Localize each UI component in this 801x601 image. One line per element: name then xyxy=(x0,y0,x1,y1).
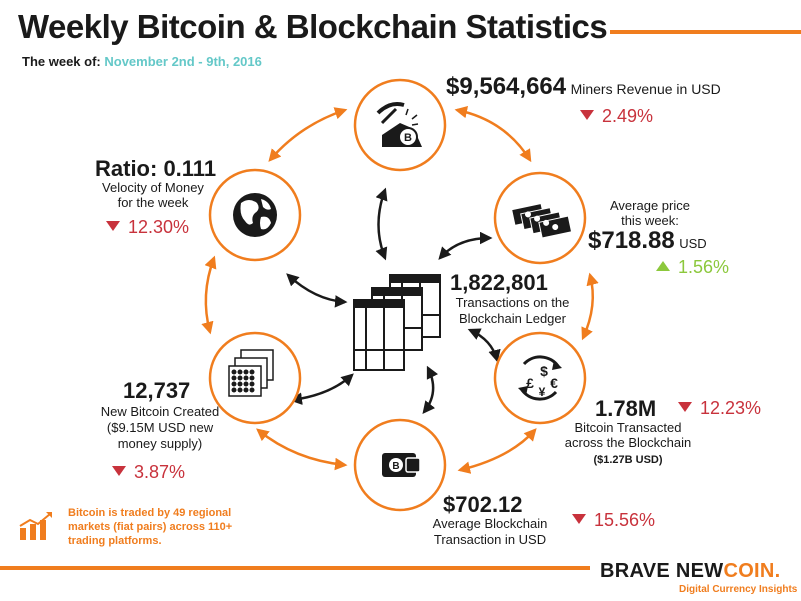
currency-exchange-icon: $ £ € ¥ xyxy=(518,355,562,401)
inner-arrow-velocity xyxy=(286,273,348,308)
trading-note: Bitcoin is traded by 49 regional markets… xyxy=(68,507,233,547)
title-rule xyxy=(610,30,801,34)
down-arrow-icon xyxy=(112,466,126,476)
week-dates: November 2nd - 9th, 2016 xyxy=(104,54,262,69)
ring-arrow-4 xyxy=(457,428,537,474)
brand-tagline: Digital Currency Insights xyxy=(679,584,798,595)
week-line: The week of: November 2nd - 9th, 2016 xyxy=(22,54,262,69)
velocity-label: Velocity of Money for the week xyxy=(102,180,204,210)
up-arrow-icon xyxy=(656,261,670,271)
newbtc-label: New Bitcoin Created ($9.15M USD new mone… xyxy=(100,404,220,451)
svg-text:¥: ¥ xyxy=(539,385,546,399)
transacted-change: 12.23% xyxy=(678,398,761,419)
transactions-label: Transactions on the Blockchain Ledger xyxy=(455,295,570,326)
miners-block: $9,564,664 Miners Revenue in USD xyxy=(446,73,721,101)
price-block: $718.88 USD xyxy=(588,227,707,255)
week-label: The week of: xyxy=(22,54,101,69)
svg-text:B: B xyxy=(392,461,399,472)
ring-arrow-1 xyxy=(268,107,348,162)
inner-arrow-transacted xyxy=(467,328,501,363)
down-arrow-icon xyxy=(106,221,120,231)
growth-chart-icon xyxy=(19,512,52,540)
velocity-change: 12.30% xyxy=(106,217,189,238)
newbtc-change: 3.87% xyxy=(112,462,185,483)
price-label: Average price this week: xyxy=(610,198,690,228)
down-arrow-icon xyxy=(572,514,586,524)
svg-text:$: $ xyxy=(540,363,548,379)
miners-change: 2.49% xyxy=(580,106,653,127)
brand-logo: BRAVE NEWCOIN. xyxy=(600,560,781,582)
inner-arrow-newbtc xyxy=(289,373,354,405)
ring-arrow-2 xyxy=(454,105,532,163)
svg-text:£: £ xyxy=(526,375,534,391)
pickaxe-icon: B xyxy=(376,102,422,147)
globe-icon xyxy=(233,193,277,237)
down-arrow-icon xyxy=(580,110,594,120)
inner-arrows xyxy=(286,187,501,414)
coin-stacks-icon xyxy=(228,349,274,397)
ledger-icon xyxy=(353,274,441,371)
ring-arrow-6 xyxy=(201,255,217,335)
avgtx-change: 15.56% xyxy=(572,510,655,531)
banknotes-icon xyxy=(511,202,573,239)
down-arrow-icon xyxy=(678,402,692,412)
avgtx-label: Average Blockchain Transaction in USD xyxy=(432,516,548,547)
ring-arrow-5 xyxy=(256,428,348,471)
price-change: 1.56% xyxy=(656,257,729,278)
newbtc-value: 12,737 xyxy=(123,378,191,403)
ring-arrow-3 xyxy=(581,272,599,341)
price-unit: USD xyxy=(679,236,707,251)
inner-arrow-avgtx xyxy=(422,365,439,414)
wallet-icon: B xyxy=(382,453,421,477)
transactions-value: 1,822,801 xyxy=(450,270,548,295)
transacted-label: Bitcoin Transacted across the Blockchain… xyxy=(564,420,692,466)
velocity-value: Ratio: 0.111 xyxy=(95,156,217,181)
svg-text:B: B xyxy=(404,132,412,144)
price-value: $718.88 xyxy=(588,227,675,254)
miners-value: $9,564,664 xyxy=(446,73,567,100)
svg-text:€: € xyxy=(550,375,558,391)
footer-rule xyxy=(0,566,590,570)
miners-label: Miners Revenue in USD xyxy=(570,81,721,97)
transacted-circle xyxy=(493,331,587,425)
page-title: Weekly Bitcoin & Blockchain Statistics xyxy=(18,8,608,45)
avgtx-value: $702.12 xyxy=(443,492,523,517)
transacted-value: 1.78M xyxy=(595,396,657,421)
inner-arrow-miners xyxy=(375,187,388,261)
ring-arrows xyxy=(201,105,599,474)
inner-arrow-price xyxy=(438,231,493,260)
